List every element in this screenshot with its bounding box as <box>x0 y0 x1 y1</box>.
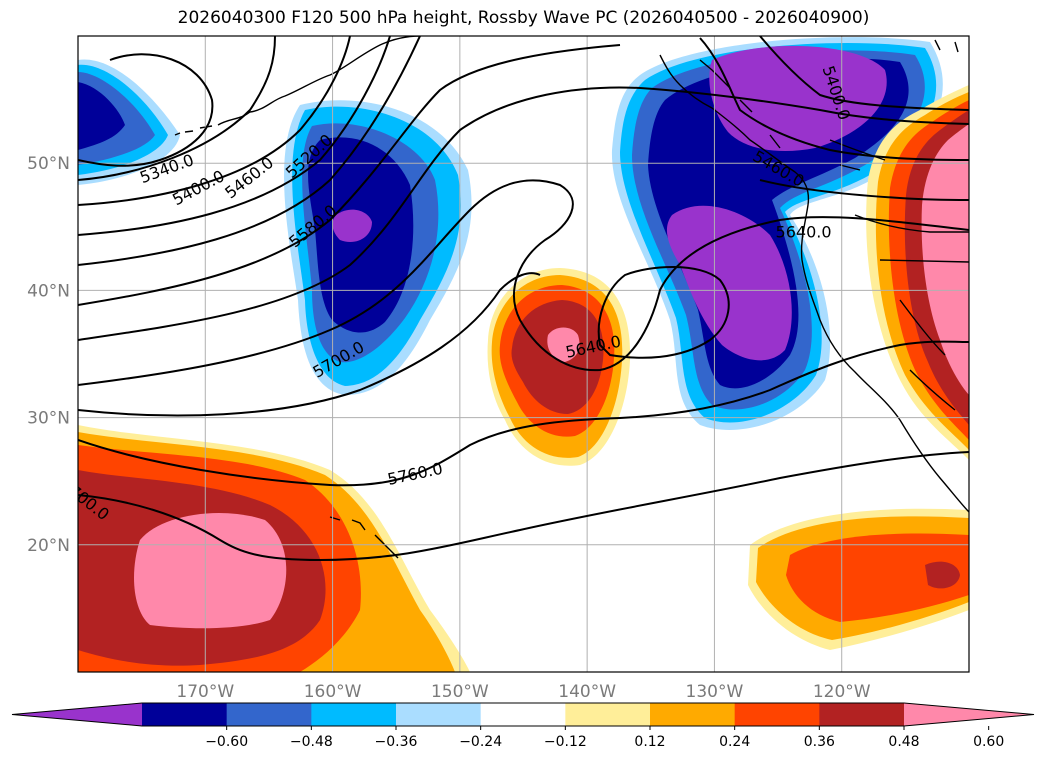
lat-tick-label: 30°N <box>27 409 70 429</box>
anomaly-negative-northwest <box>78 59 180 186</box>
colorbar-tick-label: 0.48 <box>888 734 919 750</box>
colorbar-swatch <box>819 703 905 726</box>
colorbar-tick-label: 0.24 <box>719 734 750 750</box>
map-gridlines <box>78 36 969 672</box>
anomaly-positive-southeast <box>748 508 969 650</box>
colorbar-outline <box>11 702 1035 727</box>
longitude-labels: 170°W 160°W 150°W 140°W 130°W 120°W <box>176 682 870 702</box>
lon-tick-label: 130°W <box>686 682 744 702</box>
colorbar-extend-min <box>12 703 142 726</box>
colorbar-tick-label: 0.36 <box>804 734 835 750</box>
colorbar-swatch <box>480 703 566 726</box>
colorbar-tick-label: 0.60 <box>973 734 1004 750</box>
colorbar-extend-max <box>904 703 1034 726</box>
chart-title: 2026040300 F120 500 hPa height, Rossby W… <box>177 8 870 28</box>
colorbar-tick-label: 0.12 <box>634 734 665 750</box>
lat-tick-label: 40°N <box>27 281 70 301</box>
lat-tick-label: 20°N <box>27 536 70 556</box>
anomaly-negative-central <box>284 100 472 395</box>
colorbar-tick-label: −0.24 <box>459 734 502 750</box>
colorbar-swatch <box>226 703 312 726</box>
colorbar-tick-label: −0.48 <box>290 734 333 750</box>
lon-tick-label: 140°W <box>558 682 616 702</box>
lon-tick-label: 150°W <box>431 682 489 702</box>
anomaly-positive-central <box>487 268 631 466</box>
anomaly-negative-northeast <box>611 37 943 430</box>
colorbar-swatch <box>650 703 736 726</box>
lon-tick-label: 160°W <box>304 682 362 702</box>
lat-tick-label: 50°N <box>27 154 70 174</box>
colorbar-tick-label: −0.60 <box>205 734 248 750</box>
lon-tick-label: 120°W <box>813 682 871 702</box>
colorbar: −0.60 −0.48 −0.36 −0.24 −0.12 0.12 0.24 0.36 0.4… <box>11 702 1035 750</box>
colorbar-swatch <box>396 703 482 726</box>
colorbar-swatch <box>734 703 820 726</box>
colorbar-swatch <box>311 703 397 726</box>
colorbar-tick-label: −0.36 <box>375 734 418 750</box>
colorbar-swatch <box>142 703 228 726</box>
anomaly-positive-east <box>866 85 969 460</box>
colorbar-tick-label: −0.12 <box>544 734 587 750</box>
lon-tick-label: 170°W <box>176 682 234 702</box>
latitude-labels: 20°N 30°N 40°N 50°N <box>27 154 70 556</box>
map-frame <box>77 35 970 673</box>
contour-label: 5640.0 <box>776 223 832 242</box>
anomaly-positive-southwest <box>78 425 470 672</box>
height-contours <box>78 36 969 562</box>
colorbar-swatch <box>565 703 651 726</box>
